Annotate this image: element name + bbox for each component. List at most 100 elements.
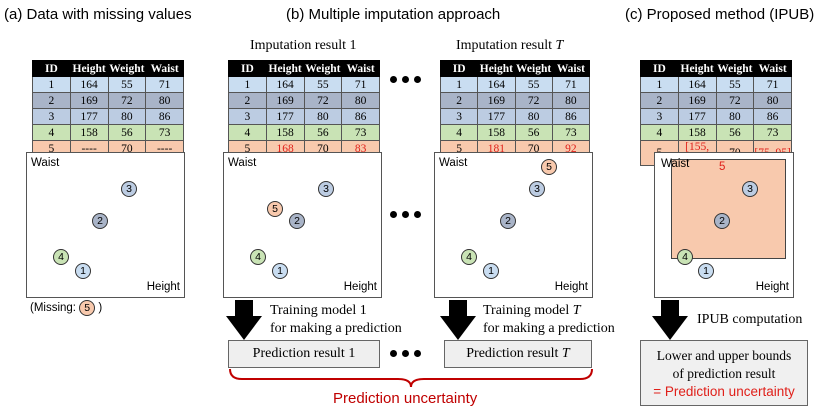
table-cell: 86 <box>341 108 380 125</box>
prediction-uncertainty-label: Prediction uncertainty <box>333 390 478 407</box>
table-cell: 80 <box>303 108 343 125</box>
table-imputation-T: ID Height Weight Waist 1 164 55 71 2 169 72 80 3 177 8… <box>439 60 591 157</box>
table-cell: 158 <box>69 124 109 141</box>
bounds-result-box: Lower and upper bounds of prediction res… <box>640 340 808 406</box>
table-row: 4 158 56 73 <box>228 124 380 141</box>
point-4: 4 <box>250 249 266 265</box>
table-cell: 164 <box>265 76 305 93</box>
table-cell: 56 <box>107 124 147 141</box>
table-imputation-1: ID Height Weight Waist 1 164 55 71 2 169 72 80 3 177 8… <box>228 60 380 157</box>
point-2: 2 <box>289 213 305 229</box>
table-cell: 4 <box>439 124 479 141</box>
table-cell: 2 <box>228 92 267 109</box>
missing-note: (Missing: 5 ) <box>30 300 103 316</box>
table-row: 2 169 72 80 <box>640 92 792 109</box>
table-cell: 169 <box>69 92 109 109</box>
y-axis-label: Waist <box>31 157 60 169</box>
point-5: 5 <box>79 300 96 316</box>
point-2: 2 <box>500 213 516 229</box>
column-header: ID <box>32 60 71 77</box>
ellipsis-top <box>390 76 421 83</box>
ellipsis-middle <box>390 211 421 218</box>
table-cell: 1 <box>32 76 71 93</box>
table-cell: 73 <box>551 124 591 141</box>
column-header: Weight <box>107 60 147 77</box>
arrow-down-icon <box>226 300 262 340</box>
uncertainty-region <box>671 159 786 259</box>
column-header: Waist <box>341 60 380 77</box>
table-cell: 73 <box>145 124 184 141</box>
table-cell: 2 <box>32 92 71 109</box>
table-cell: 71 <box>551 76 591 93</box>
training-model-1-text: Training model 1 for making a prediction <box>270 303 402 336</box>
prediction-result-1-box: Prediction result 1 <box>228 340 380 368</box>
x-axis-label: Height <box>146 281 180 293</box>
column-header: Height <box>477 60 516 77</box>
table-row: 3 177 80 86 <box>228 108 380 125</box>
table-header-row: ID Height Weight Waist <box>32 60 184 77</box>
ipub-computation-text: IPUB computation <box>697 312 803 327</box>
arrow-down-icon <box>440 300 476 340</box>
table-cell: 71 <box>753 76 792 93</box>
table-cell: 55 <box>715 76 755 93</box>
table-header-row: ID Height Weight Waist <box>439 60 591 77</box>
panel-a-title: (a) Data with missing values <box>4 6 192 23</box>
table-row: 4 158 56 73 <box>439 124 591 141</box>
table-cell: 177 <box>265 108 305 125</box>
table-cell: 72 <box>514 92 553 109</box>
arrow-down-icon <box>652 300 688 340</box>
table-header-row: ID Height Weight Waist <box>228 60 380 77</box>
table-cell: 80 <box>514 108 553 125</box>
column-header: ID <box>228 60 267 77</box>
table-a: ID Height Weight Waist 1 164 55 71 2 169 72 80 3 177 8… <box>32 60 184 157</box>
x-axis-label: Height <box>554 281 588 293</box>
point-5-label: 5 <box>719 161 726 173</box>
table-cell: 2 <box>439 92 479 109</box>
y-axis-label: Waist <box>439 157 468 169</box>
column-header: ID <box>439 60 479 77</box>
table-cell: 169 <box>477 92 516 109</box>
table-header-row: ID Height Weight Waist <box>640 60 792 77</box>
table-row: 3 177 80 86 <box>32 108 184 125</box>
column-header: Height <box>677 60 717 77</box>
table-cell: 73 <box>341 124 380 141</box>
table-cell: 3 <box>32 108 71 125</box>
point-1: 1 <box>698 263 714 279</box>
table-row: 1 164 55 71 <box>640 76 792 93</box>
table-row: 3 177 80 86 <box>439 108 591 125</box>
column-header: Waist <box>551 60 591 77</box>
prediction-result-T-box: Prediction result T <box>444 340 592 368</box>
plot-imputation-T: Waist Height 5 3 2 4 1 <box>434 152 593 298</box>
table-cell: 4 <box>228 124 267 141</box>
table-cell: 72 <box>107 92 147 109</box>
table-cell: 3 <box>439 108 479 125</box>
table-cell: 56 <box>715 124 755 141</box>
point-1: 1 <box>272 263 288 279</box>
table-row: 2 169 72 80 <box>32 92 184 109</box>
uncertainty-brace <box>229 368 593 388</box>
table-cell: 56 <box>303 124 343 141</box>
imputation-1-title: Imputation result 1 <box>250 38 357 53</box>
table-cell: 55 <box>514 76 553 93</box>
table-cell: 55 <box>303 76 343 93</box>
table-cell: 86 <box>551 108 591 125</box>
column-header: Weight <box>514 60 553 77</box>
point-1: 1 <box>483 263 499 279</box>
point-4: 4 <box>677 249 693 265</box>
table-cell: 73 <box>753 124 792 141</box>
table-cell: 72 <box>715 92 755 109</box>
point-1: 1 <box>75 263 91 279</box>
panel-b-title: (b) Multiple imputation approach <box>286 6 501 23</box>
table-cell: 86 <box>753 108 792 125</box>
table-cell: 80 <box>107 108 147 125</box>
table-cell: 4 <box>32 124 71 141</box>
table-row: 1 164 55 71 <box>228 76 380 93</box>
y-axis-label: Waist <box>228 157 257 169</box>
ellipsis-bottom <box>390 350 421 357</box>
point-2: 2 <box>714 213 730 229</box>
table-cell: 80 <box>341 92 380 109</box>
table-row: 1 164 55 71 <box>32 76 184 93</box>
table-row: 4 158 56 73 <box>32 124 184 141</box>
table-row: 2 169 72 80 <box>439 92 591 109</box>
table-cell: 1 <box>640 76 679 93</box>
